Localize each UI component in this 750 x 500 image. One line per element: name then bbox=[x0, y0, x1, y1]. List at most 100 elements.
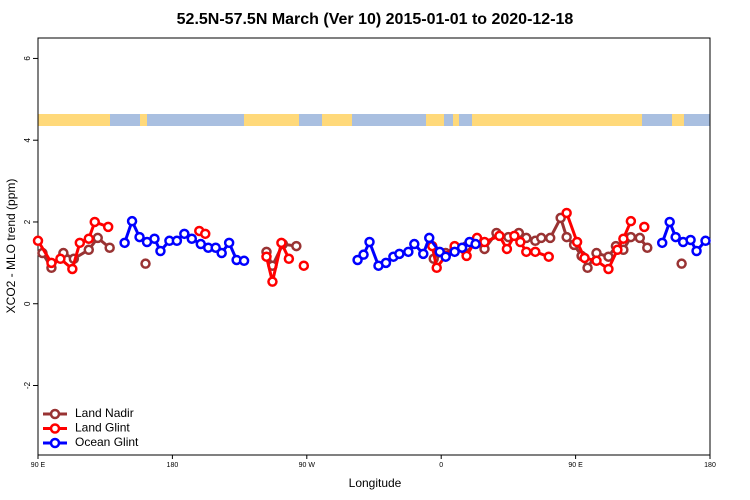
ocean bbox=[352, 114, 426, 126]
data-point bbox=[216, 247, 227, 259]
data-point bbox=[639, 221, 650, 233]
data-point bbox=[46, 257, 57, 269]
data-point bbox=[140, 258, 151, 269]
data-point bbox=[74, 237, 86, 249]
data-point bbox=[283, 253, 295, 265]
data-point bbox=[409, 238, 420, 250]
x-tick-label: 90 E bbox=[568, 462, 583, 469]
y-tick-label: 2 bbox=[23, 219, 32, 224]
data-point bbox=[634, 232, 646, 244]
data-point bbox=[700, 235, 711, 247]
data-point bbox=[134, 231, 145, 243]
data-point bbox=[479, 236, 490, 248]
ocean bbox=[684, 114, 710, 126]
y-tick-label: 4 bbox=[23, 137, 32, 142]
data-point bbox=[571, 236, 583, 248]
data-point bbox=[424, 232, 435, 244]
data-point bbox=[358, 249, 369, 260]
data-point bbox=[261, 251, 272, 262]
data-point bbox=[102, 221, 114, 233]
data-point bbox=[664, 216, 675, 228]
data-point bbox=[642, 242, 653, 253]
data-point bbox=[544, 232, 556, 244]
ocean bbox=[642, 114, 672, 126]
data-point bbox=[461, 250, 472, 262]
legend-marker bbox=[49, 423, 61, 434]
data-point bbox=[603, 251, 614, 262]
x-axis-label: Longitude bbox=[349, 476, 402, 490]
data-point bbox=[119, 237, 130, 249]
data-point bbox=[186, 233, 198, 244]
data-point bbox=[171, 235, 183, 247]
data-point bbox=[291, 240, 302, 252]
chart-title: 52.5N-57.5N March (Ver 10) 2015-01-01 to… bbox=[177, 11, 574, 28]
data-point bbox=[126, 215, 138, 227]
data-point bbox=[67, 263, 78, 275]
data-point bbox=[456, 242, 468, 253]
data-point bbox=[579, 252, 590, 264]
data-point bbox=[92, 232, 103, 244]
data-point bbox=[612, 244, 623, 256]
x-tick-label: 90 E bbox=[31, 462, 46, 469]
data-point bbox=[691, 245, 702, 257]
data-point bbox=[625, 215, 637, 227]
x-tick-label: 180 bbox=[704, 462, 716, 469]
data-point bbox=[380, 257, 392, 269]
data-point bbox=[656, 237, 668, 249]
data-point bbox=[267, 276, 278, 287]
data-point bbox=[494, 230, 505, 242]
plot-frame bbox=[37, 37, 711, 456]
data-point bbox=[440, 251, 451, 262]
ocean bbox=[110, 114, 140, 126]
x-tick-label: 0 bbox=[439, 462, 443, 469]
y-tick-label: -2 bbox=[23, 381, 32, 389]
data-point bbox=[521, 246, 532, 258]
data-point bbox=[685, 234, 696, 246]
data-point bbox=[431, 262, 442, 274]
data-point bbox=[200, 228, 211, 240]
ocean bbox=[459, 114, 472, 126]
data-point bbox=[223, 237, 235, 249]
data-point bbox=[364, 236, 375, 248]
data-point bbox=[394, 248, 405, 260]
land-ocean-strip bbox=[38, 114, 710, 126]
data-point bbox=[670, 231, 681, 243]
data-point bbox=[179, 228, 190, 240]
data-point bbox=[543, 251, 554, 262]
data-point bbox=[501, 243, 513, 255]
legend-label: Ocean Glint bbox=[75, 435, 139, 449]
data-point bbox=[530, 246, 541, 258]
data-point bbox=[582, 262, 593, 274]
data-point bbox=[155, 245, 166, 257]
data-point bbox=[561, 207, 572, 219]
data-point bbox=[89, 216, 100, 228]
ocean bbox=[444, 114, 453, 126]
data-point bbox=[449, 246, 460, 258]
legend-marker bbox=[49, 408, 61, 420]
legend-marker bbox=[49, 437, 61, 449]
ocean bbox=[299, 114, 322, 126]
data-point bbox=[470, 238, 481, 250]
data-point bbox=[418, 248, 429, 260]
y-tick-label: 0 bbox=[23, 301, 32, 306]
data-point bbox=[618, 233, 629, 244]
data-point bbox=[149, 233, 160, 244]
data-point bbox=[276, 237, 287, 249]
data-point bbox=[515, 236, 526, 248]
data-point bbox=[403, 246, 414, 258]
data-point bbox=[238, 255, 250, 267]
data-point bbox=[509, 230, 520, 242]
data-point bbox=[55, 253, 66, 265]
data-point bbox=[676, 258, 687, 269]
x-tick-label: 90 W bbox=[299, 462, 316, 469]
legend-label: Land Glint bbox=[75, 421, 130, 435]
data-point bbox=[603, 263, 614, 275]
legend-label: Land Nadir bbox=[75, 406, 134, 420]
y-tick-label: 6 bbox=[23, 56, 32, 61]
data-point bbox=[83, 233, 95, 244]
data-point bbox=[591, 255, 602, 267]
data-point bbox=[298, 260, 310, 271]
y-axis-label: XCO2 - MLO trend (ppm) bbox=[4, 179, 18, 314]
ocean bbox=[147, 114, 244, 126]
